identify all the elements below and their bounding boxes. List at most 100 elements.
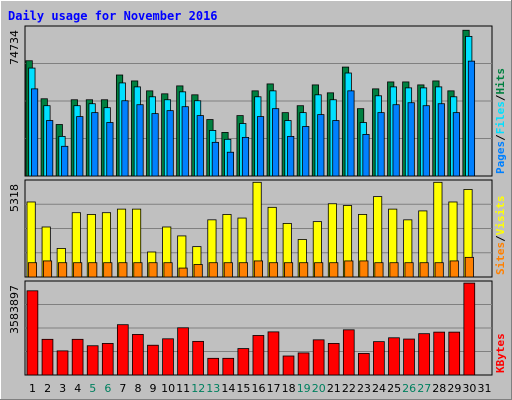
bar-pages-6: [106, 122, 114, 177]
x-tick-label: 22: [342, 382, 356, 395]
legend-item-sites: Sites: [494, 242, 507, 275]
legend-item-kbytes: KBytes: [494, 333, 507, 373]
bar-pages-22: [347, 90, 355, 177]
bar-sites-4: [73, 262, 83, 278]
bar-kbytes-17: [267, 331, 280, 376]
bar-kbytes-15: [237, 348, 250, 376]
bar-sites-15: [238, 262, 248, 278]
bar-sites-11: [178, 267, 188, 278]
bar-kbytes-30: [463, 282, 476, 376]
bar-kbytes-9: [147, 344, 159, 376]
bar-kbytes-28: [433, 331, 445, 376]
bar-kbytes-21: [327, 343, 340, 376]
bar-kbytes-4: [71, 338, 84, 376]
bar-sites-22: [344, 260, 354, 278]
x-tick-label: 17: [267, 382, 281, 395]
bar-pages-12: [196, 115, 204, 177]
x-tick-label: 15: [236, 382, 250, 395]
bar-sites-17: [268, 262, 279, 278]
bar-pages-18: [287, 135, 295, 177]
bar-kbytes-25: [388, 337, 400, 376]
x-tick-label: 6: [104, 382, 111, 395]
y-max-label: 3583897: [8, 285, 21, 334]
x-tick-label: 16: [252, 382, 266, 395]
bar-kbytes-8: [132, 334, 144, 376]
x-tick-label: 25: [387, 382, 401, 395]
y-max-label: 74734: [8, 30, 21, 65]
bar-sites-27: [419, 262, 429, 278]
bar-sites-18: [284, 262, 294, 278]
x-tick-label: 27: [417, 382, 431, 395]
x-axis: 1 2 3 4 5 6 7 8 9 10 11 12 13 14 15 16 17 18 19 20 21 22 23 24 2…: [29, 382, 491, 395]
bar-pages-25: [392, 104, 400, 177]
bar-pages-24: [377, 112, 385, 177]
x-tick-label: 11: [176, 382, 190, 395]
bar-kbytes-5: [86, 345, 99, 376]
chart-title: Daily usage for November 2016: [8, 9, 218, 23]
bar-pages-28: [437, 103, 445, 177]
bar-pages-3: [61, 145, 69, 177]
bar-kbytes-11: [177, 327, 189, 376]
legend-item-files: Files: [494, 101, 507, 134]
bar-kbytes-18: [282, 355, 295, 376]
bar-pages-26: [407, 102, 415, 177]
x-tick-label: 5: [89, 382, 96, 395]
x-tick-label: 7: [119, 382, 126, 395]
bar-pages-5: [91, 112, 99, 177]
bar-sites-1: [27, 262, 37, 278]
legend: Pages/Files/Hits: [494, 68, 507, 174]
bar-kbytes-6: [101, 343, 114, 376]
bar-kbytes-10: [162, 338, 174, 376]
x-tick-label: 28: [432, 382, 446, 395]
bar-sites-29: [449, 260, 459, 278]
legend-item-visits: Visits: [494, 196, 507, 236]
bar-sites-20: [314, 262, 324, 278]
panel-kbytes: 3583897 KBytes: [8, 280, 507, 376]
bar-pages-30: [467, 60, 476, 177]
bar-sites-6: [103, 262, 113, 278]
bar-pages-29: [452, 112, 460, 177]
x-tick-label: 12: [191, 382, 205, 395]
bar-sites-30: [464, 256, 474, 278]
bar-kbytes-24: [373, 341, 385, 376]
x-tick-label: 31: [477, 382, 491, 395]
x-tick-label: 19: [297, 382, 311, 395]
bar-kbytes-3: [56, 350, 69, 376]
bar-sites-12: [193, 264, 203, 278]
bar-pages-27: [422, 105, 430, 177]
bar-pages-21: [332, 120, 340, 177]
chart-panels: 74734Pages/Files/Hits5318Sites/Visits358…: [8, 25, 507, 376]
x-tick-label: 24: [372, 382, 386, 395]
x-tick-label: 8: [134, 382, 141, 395]
bar-pages-13: [211, 141, 219, 177]
legend: KBytes: [494, 333, 507, 373]
bar-pages-4: [76, 116, 84, 177]
x-tick-label: 26: [402, 382, 416, 395]
bar-kbytes-22: [342, 329, 355, 376]
bar-pages-20: [317, 114, 325, 177]
bar-sites-21: [329, 262, 339, 278]
bar-pages-17: [272, 108, 280, 177]
legend-separator: /: [494, 235, 507, 242]
legend-item-pages: Pages: [494, 141, 507, 174]
x-tick-label: 13: [206, 382, 220, 395]
bar-sites-7: [118, 262, 128, 278]
x-tick-label: 30: [462, 382, 476, 395]
bar-sites-16: [253, 260, 263, 278]
x-tick-label: 10: [161, 382, 175, 395]
bar-kbytes-7: [116, 324, 129, 376]
x-tick-label: 20: [312, 382, 326, 395]
bar-kbytes-29: [448, 331, 461, 376]
x-tick-label: 3: [59, 382, 66, 395]
bar-pages-7: [121, 100, 129, 177]
panel-visits-sites: 5318 Sites/Visits: [8, 179, 507, 278]
bar-kbytes-16: [252, 335, 265, 376]
x-tick-label: 2: [44, 382, 51, 395]
legend-item-hits: Hits: [494, 68, 507, 95]
bar-pages-15: [241, 136, 250, 177]
bar-sites-26: [404, 262, 414, 278]
bar-sites-8: [133, 262, 143, 278]
legend-separator: /: [494, 134, 507, 141]
